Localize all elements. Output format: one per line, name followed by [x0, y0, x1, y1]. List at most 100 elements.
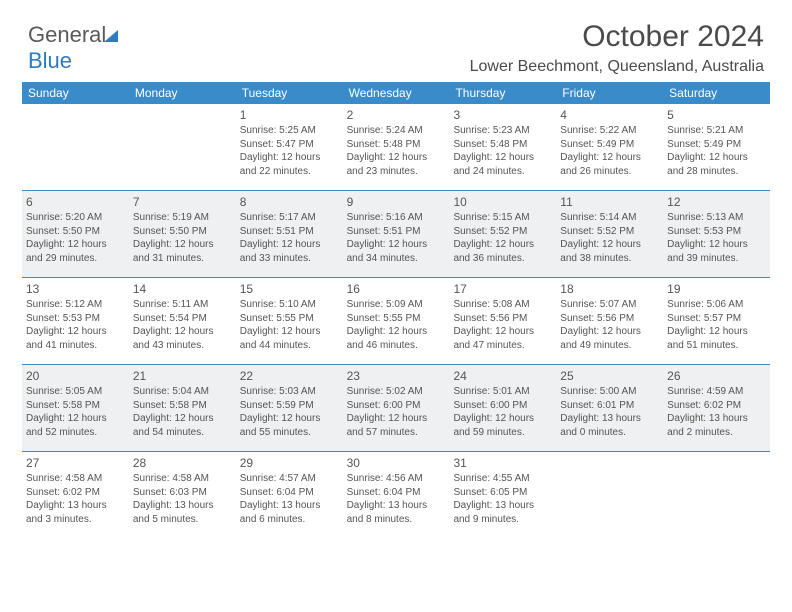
day2-text: and 51 minutes.: [667, 339, 766, 353]
logo: General Blue: [28, 22, 118, 74]
day-number: 11: [560, 194, 659, 210]
day2-text: and 23 minutes.: [347, 165, 446, 179]
day-number: 1: [240, 107, 339, 123]
day-number: 23: [347, 368, 446, 384]
day1-text: Daylight: 12 hours: [453, 325, 552, 339]
day-number: 14: [133, 281, 232, 297]
sunrise-text: Sunrise: 4:57 AM: [240, 472, 339, 486]
day-number: 2: [347, 107, 446, 123]
calendar-week: 27Sunrise: 4:58 AMSunset: 6:02 PMDayligh…: [22, 451, 770, 538]
day2-text: and 28 minutes.: [667, 165, 766, 179]
sunset-text: Sunset: 5:47 PM: [240, 138, 339, 152]
day-header: Wednesday: [343, 82, 450, 104]
day1-text: Daylight: 13 hours: [453, 499, 552, 513]
day1-text: Daylight: 12 hours: [240, 325, 339, 339]
day2-text: and 24 minutes.: [453, 165, 552, 179]
sunrise-text: Sunrise: 5:04 AM: [133, 385, 232, 399]
day-number: 5: [667, 107, 766, 123]
sunset-text: Sunset: 5:57 PM: [667, 312, 766, 326]
location-subtitle: Lower Beechmont, Queensland, Australia: [470, 58, 764, 76]
day-number: 27: [26, 455, 125, 471]
day2-text: and 44 minutes.: [240, 339, 339, 353]
sunrise-text: Sunrise: 4:55 AM: [453, 472, 552, 486]
sunrise-text: Sunrise: 5:05 AM: [26, 385, 125, 399]
sunset-text: Sunset: 6:02 PM: [667, 399, 766, 413]
day2-text: and 34 minutes.: [347, 252, 446, 266]
day1-text: Daylight: 13 hours: [133, 499, 232, 513]
day-number: 25: [560, 368, 659, 384]
sunset-text: Sunset: 5:51 PM: [347, 225, 446, 239]
sunrise-text: Sunrise: 4:58 AM: [133, 472, 232, 486]
day-number: 24: [453, 368, 552, 384]
day1-text: Daylight: 12 hours: [240, 412, 339, 426]
day2-text: and 36 minutes.: [453, 252, 552, 266]
calendar-cell: 21Sunrise: 5:04 AMSunset: 5:58 PMDayligh…: [129, 365, 236, 451]
calendar-cell: 22Sunrise: 5:03 AMSunset: 5:59 PMDayligh…: [236, 365, 343, 451]
sunset-text: Sunset: 5:58 PM: [133, 399, 232, 413]
day-number: 17: [453, 281, 552, 297]
day-number: 8: [240, 194, 339, 210]
day2-text: and 29 minutes.: [26, 252, 125, 266]
calendar-cell: 6Sunrise: 5:20 AMSunset: 5:50 PMDaylight…: [22, 191, 129, 277]
sunset-text: Sunset: 5:49 PM: [667, 138, 766, 152]
day2-text: and 33 minutes.: [240, 252, 339, 266]
day2-text: and 52 minutes.: [26, 426, 125, 440]
day2-text: and 38 minutes.: [560, 252, 659, 266]
calendar-cell: 24Sunrise: 5:01 AMSunset: 6:00 PMDayligh…: [449, 365, 556, 451]
sunset-text: Sunset: 5:54 PM: [133, 312, 232, 326]
day2-text: and 2 minutes.: [667, 426, 766, 440]
day2-text: and 6 minutes.: [240, 513, 339, 527]
sunrise-text: Sunrise: 5:08 AM: [453, 298, 552, 312]
day1-text: Daylight: 12 hours: [26, 325, 125, 339]
calendar-cell: 27Sunrise: 4:58 AMSunset: 6:02 PMDayligh…: [22, 452, 129, 538]
sunset-text: Sunset: 5:52 PM: [453, 225, 552, 239]
sunset-text: Sunset: 6:00 PM: [347, 399, 446, 413]
day-number: 13: [26, 281, 125, 297]
sunrise-text: Sunrise: 5:09 AM: [347, 298, 446, 312]
day2-text: and 8 minutes.: [347, 513, 446, 527]
day1-text: Daylight: 12 hours: [667, 151, 766, 165]
sunrise-text: Sunrise: 5:01 AM: [453, 385, 552, 399]
day2-text: and 59 minutes.: [453, 426, 552, 440]
day1-text: Daylight: 12 hours: [347, 325, 446, 339]
sunrise-text: Sunrise: 5:02 AM: [347, 385, 446, 399]
day2-text: and 5 minutes.: [133, 513, 232, 527]
sunrise-text: Sunrise: 5:10 AM: [240, 298, 339, 312]
day1-text: Daylight: 13 hours: [26, 499, 125, 513]
calendar-week: 6Sunrise: 5:20 AMSunset: 5:50 PMDaylight…: [22, 190, 770, 277]
sunset-text: Sunset: 6:03 PM: [133, 486, 232, 500]
sunrise-text: Sunrise: 4:56 AM: [347, 472, 446, 486]
sunrise-text: Sunrise: 5:17 AM: [240, 211, 339, 225]
day1-text: Daylight: 12 hours: [453, 238, 552, 252]
sunset-text: Sunset: 5:56 PM: [453, 312, 552, 326]
sunrise-text: Sunrise: 5:19 AM: [133, 211, 232, 225]
day-number: 19: [667, 281, 766, 297]
sunset-text: Sunset: 5:48 PM: [453, 138, 552, 152]
calendar-cell: 25Sunrise: 5:00 AMSunset: 6:01 PMDayligh…: [556, 365, 663, 451]
day1-text: Daylight: 13 hours: [667, 412, 766, 426]
sunset-text: Sunset: 6:04 PM: [240, 486, 339, 500]
sunrise-text: Sunrise: 5:11 AM: [133, 298, 232, 312]
logo-text-1: General: [28, 22, 106, 47]
day2-text: and 9 minutes.: [453, 513, 552, 527]
day1-text: Daylight: 12 hours: [560, 325, 659, 339]
day2-text: and 31 minutes.: [133, 252, 232, 266]
day1-text: Daylight: 12 hours: [560, 238, 659, 252]
day1-text: Daylight: 13 hours: [347, 499, 446, 513]
day2-text: and 39 minutes.: [667, 252, 766, 266]
day2-text: and 55 minutes.: [240, 426, 339, 440]
day1-text: Daylight: 12 hours: [453, 151, 552, 165]
calendar-cell: 18Sunrise: 5:07 AMSunset: 5:56 PMDayligh…: [556, 278, 663, 364]
sunset-text: Sunset: 5:51 PM: [240, 225, 339, 239]
calendar-cell: 9Sunrise: 5:16 AMSunset: 5:51 PMDaylight…: [343, 191, 450, 277]
day1-text: Daylight: 12 hours: [240, 238, 339, 252]
sunset-text: Sunset: 6:00 PM: [453, 399, 552, 413]
day1-text: Daylight: 12 hours: [26, 238, 125, 252]
day-number: 21: [133, 368, 232, 384]
calendar-cell: 13Sunrise: 5:12 AMSunset: 5:53 PMDayligh…: [22, 278, 129, 364]
day-header: Friday: [556, 82, 663, 104]
day-number: 28: [133, 455, 232, 471]
calendar-week: 20Sunrise: 5:05 AMSunset: 5:58 PMDayligh…: [22, 364, 770, 451]
calendar-cell: 26Sunrise: 4:59 AMSunset: 6:02 PMDayligh…: [663, 365, 770, 451]
day2-text: and 46 minutes.: [347, 339, 446, 353]
